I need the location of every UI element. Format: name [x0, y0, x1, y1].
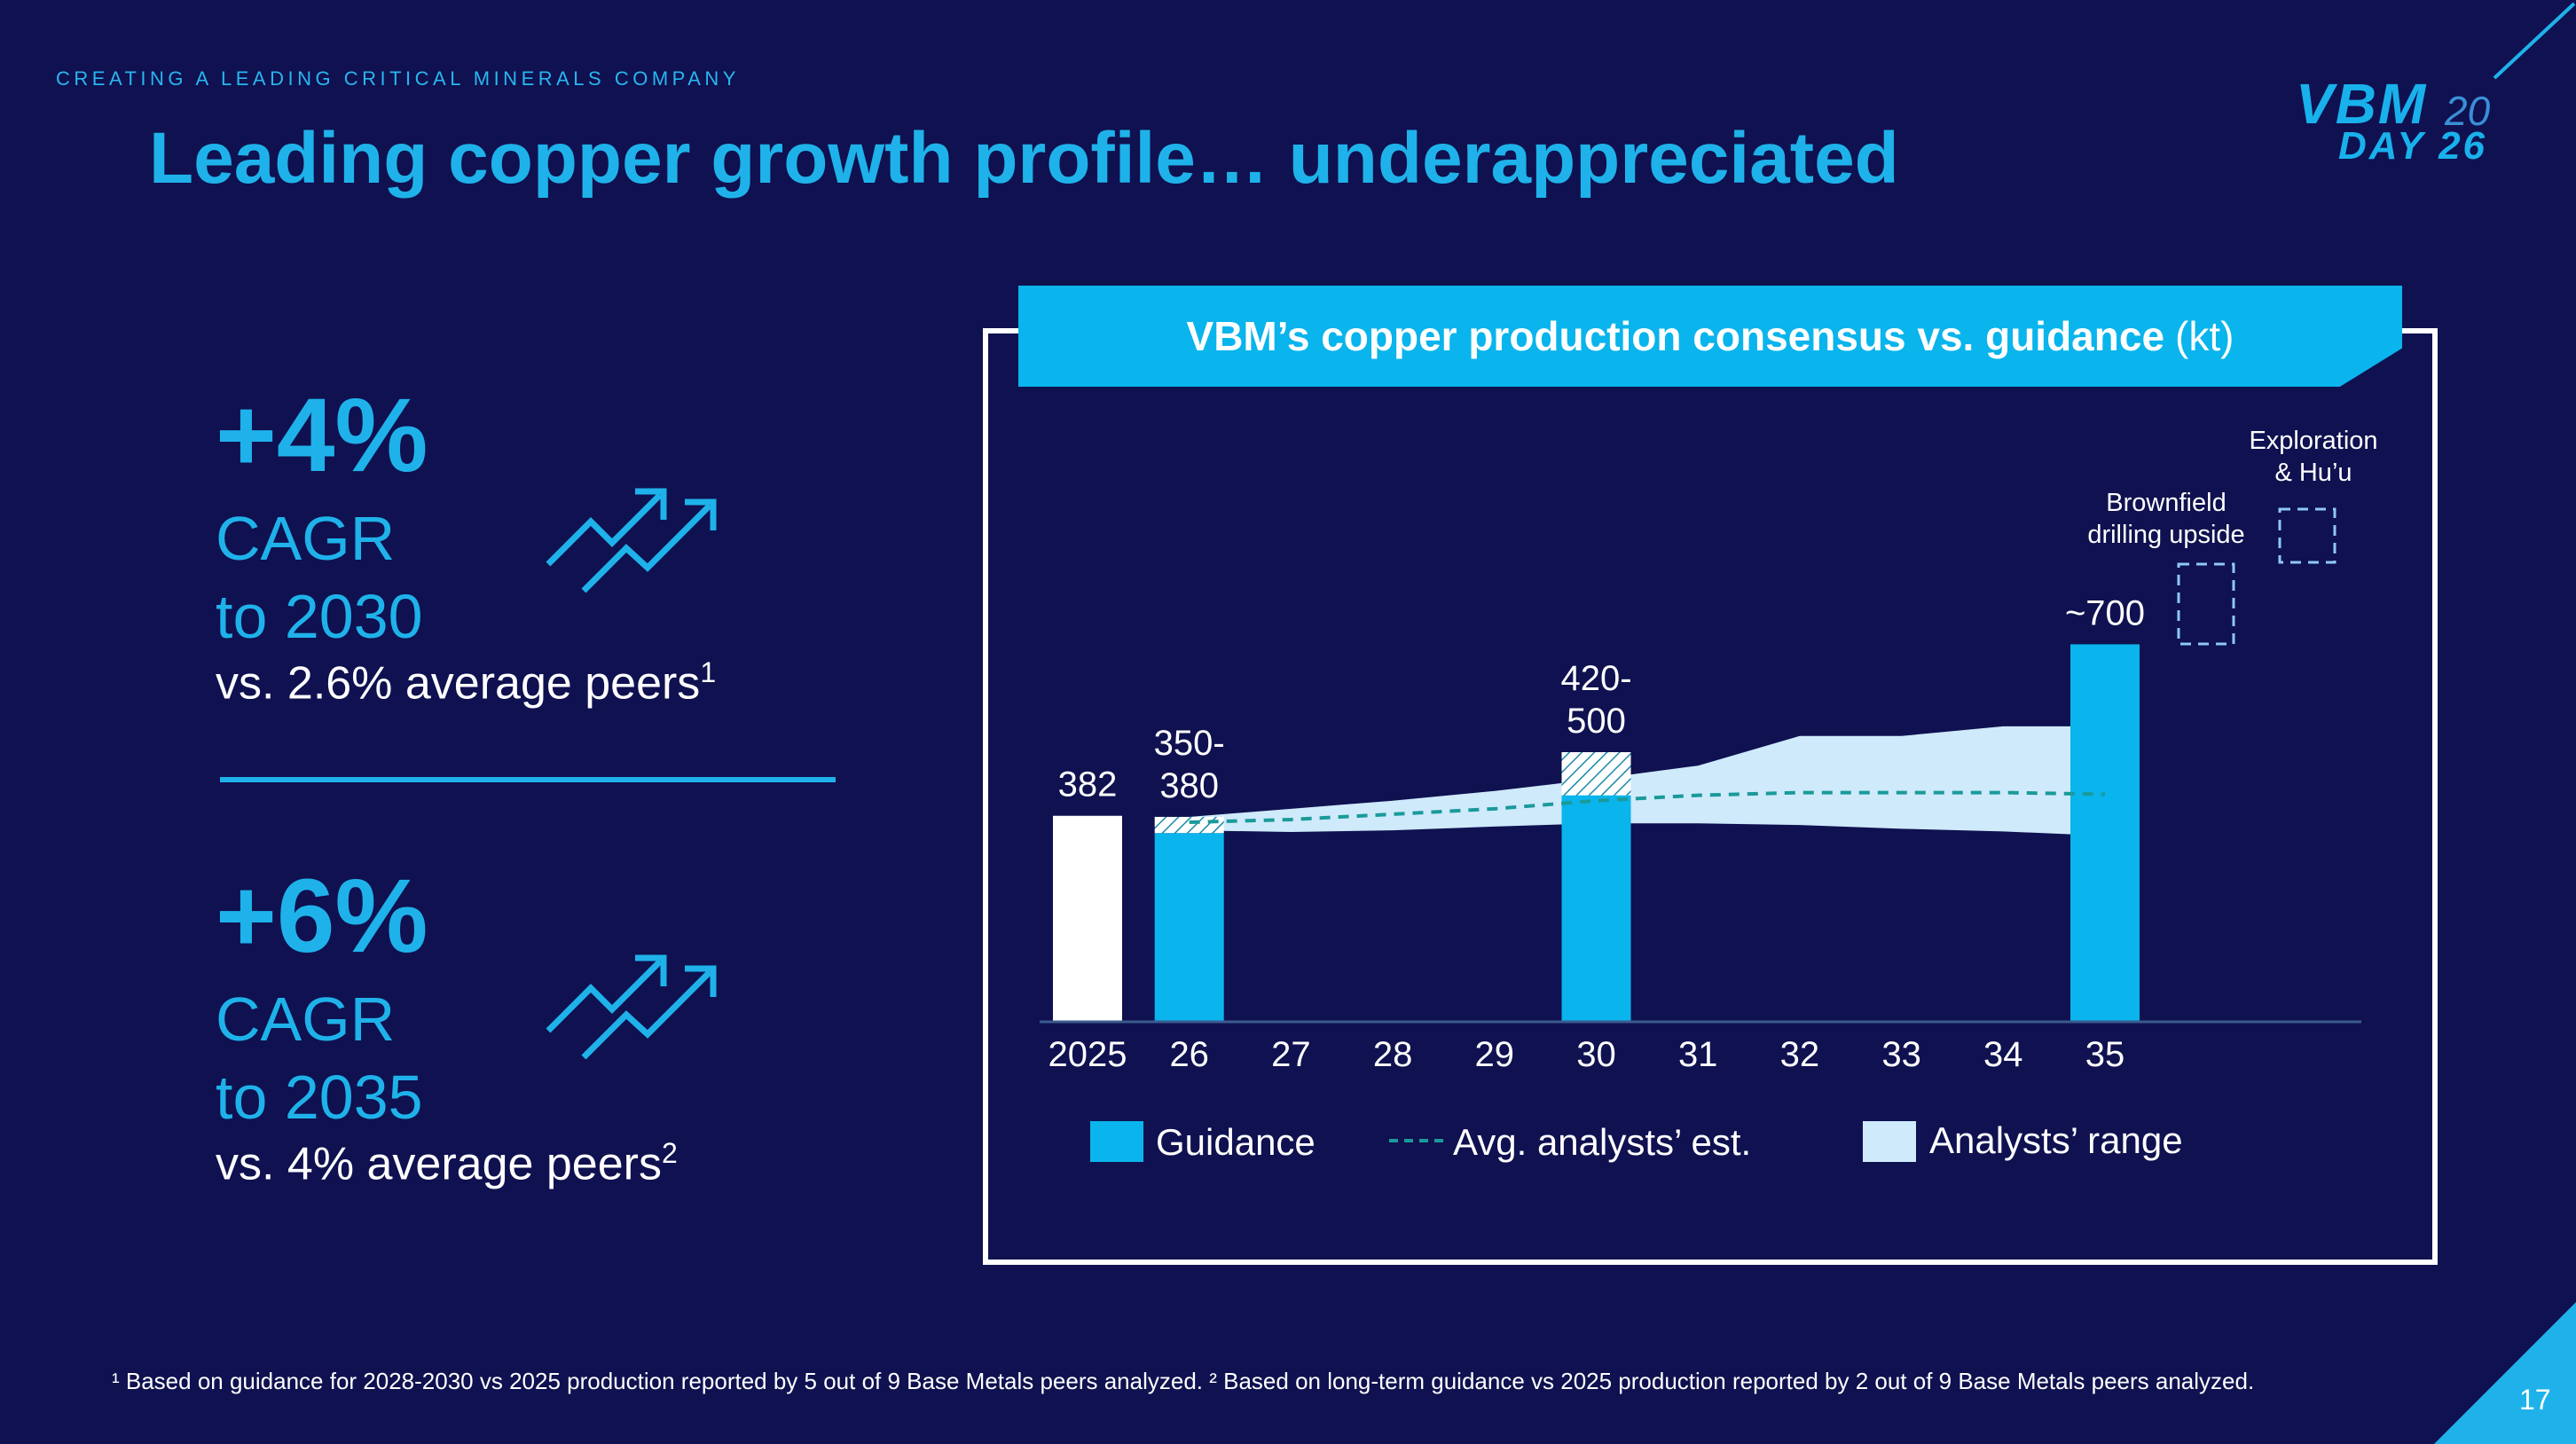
- chart-unit: (kt): [2175, 313, 2234, 359]
- upside-box-brownfield: [2177, 562, 2235, 646]
- stat-compare: vs. 4% average peers2: [216, 1136, 678, 1192]
- data-label-26: 350-380: [1154, 724, 1225, 805]
- stat-footnote-ref: 2: [661, 1137, 678, 1169]
- tick-label-34: 34: [1983, 1035, 2023, 1074]
- legend-swatch-guidance: [1090, 1121, 1143, 1162]
- tick-label-2025: 2025: [1048, 1035, 1127, 1074]
- avg-analysts-line: [1189, 790, 2106, 825]
- legend-label-guidance: Guidance: [1156, 1121, 1315, 1163]
- stat-value: +4%: [216, 377, 428, 494]
- upside-box-exploration: [2278, 507, 2336, 564]
- vbm-day-logo: VBM 20 DAY 26: [2289, 71, 2555, 177]
- bar-guidance-30: [1561, 795, 1631, 1022]
- bar-guidance-26: [1154, 833, 1224, 1022]
- data-label-35: ~700: [2065, 593, 2145, 632]
- analysts-range-band: [1189, 726, 2105, 836]
- bar-guidance-range-30: [1561, 752, 1631, 796]
- logo-accent-line: [2493, 2, 2576, 80]
- annotation-exploration-2: & Hu’u: [2274, 459, 2352, 487]
- tick-label-35: 35: [2085, 1035, 2125, 1074]
- tick-label-33: 33: [1881, 1035, 1921, 1074]
- stat-line2: to 2030: [216, 581, 423, 651]
- footnote: ¹ Based on guidance for 2028-2030 vs 202…: [112, 1368, 2255, 1394]
- stat-compare-text: vs. 2.6% average peers: [216, 657, 701, 710]
- bar-2025-actual: [1053, 815, 1122, 1022]
- stat-compare: vs. 2.6% average peers1: [216, 655, 716, 711]
- logo-vbm: VBM: [2296, 72, 2428, 136]
- legend-label-avg: Avg. analysts’ est.: [1453, 1121, 1751, 1163]
- stat-cagr-2030: +4% CAGR to 2030 vs. 2.6% average peers1: [216, 383, 716, 711]
- data-label-30: 420-500: [1560, 659, 1631, 741]
- legend-label-range: Analysts’ range: [1929, 1119, 2183, 1161]
- trend-up-arrows-icon: [546, 488, 717, 593]
- trend-up-arrows-icon: [546, 954, 717, 1060]
- chart-header: VBM’s copper production consensus vs. gu…: [1018, 286, 2402, 387]
- stat-footnote-ref: 1: [700, 656, 717, 688]
- tick-label-27: 27: [1271, 1035, 1311, 1074]
- tick-label-26: 26: [1169, 1035, 1209, 1074]
- annotation-brownfield-1: Brownfield: [2106, 489, 2226, 517]
- stat-line1: CAGR: [216, 985, 396, 1054]
- stat-value: +6%: [216, 858, 428, 975]
- stats-divider: [220, 777, 836, 782]
- legend-swatch-range: [1863, 1121, 1916, 1162]
- corner-accent: [2434, 1302, 2576, 1444]
- annotation-brownfield-2: drilling upside: [2087, 521, 2244, 549]
- stat-compare-text: vs. 4% average peers: [216, 1138, 662, 1190]
- bar-guidance-35: [2070, 644, 2140, 1022]
- tick-label-28: 28: [1373, 1035, 1413, 1074]
- tick-label-32: 32: [1780, 1035, 1820, 1074]
- stat-line1: CAGR: [216, 504, 396, 573]
- logo-year-top: 20: [2445, 88, 2491, 134]
- stat-line2: to 2035: [216, 1062, 423, 1132]
- chart-title: VBM’s copper production consensus vs. gu…: [1186, 313, 2165, 359]
- page-number: 17: [2519, 1384, 2551, 1416]
- logo-day: DAY 26: [2338, 124, 2488, 168]
- section-kicker: CREATING A LEADING CRITICAL MINERALS COM…: [56, 67, 740, 90]
- annotation-exploration-1: Exploration: [2249, 427, 2377, 455]
- data-label-2025: 382: [1058, 765, 1118, 804]
- tick-label-31: 31: [1678, 1035, 1718, 1074]
- bar-guidance-range-26: [1154, 816, 1224, 834]
- stat-cagr-2035: +6% CAGR to 2035 vs. 4% average peers2: [216, 864, 678, 1192]
- tick-label-30: 30: [1576, 1035, 1616, 1074]
- tick-label-29: 29: [1475, 1035, 1515, 1074]
- page-title: Leading copper growth profile… underappr…: [149, 118, 1899, 199]
